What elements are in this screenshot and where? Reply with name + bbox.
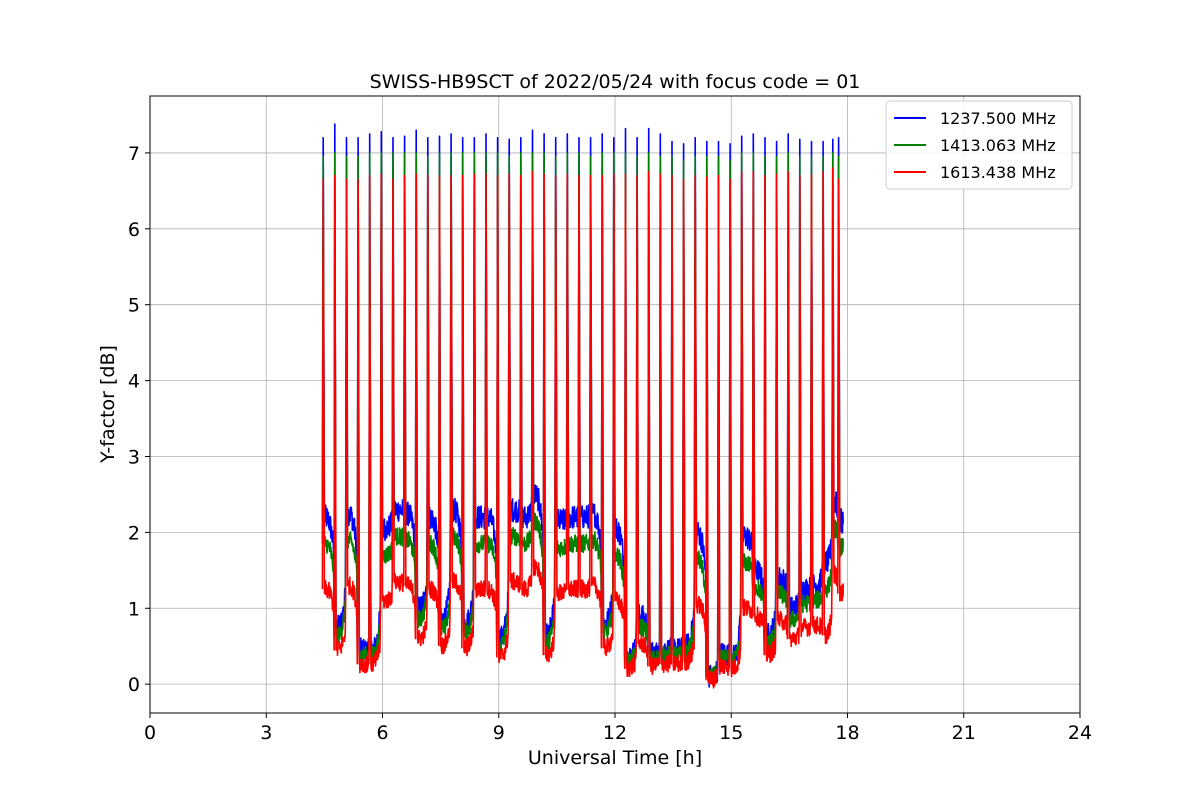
legend: 1237.500 MHz 1413.063 MHz 1613.438 MHz (885, 100, 1073, 190)
legend-label-1413-mhz: 1413.063 MHz (940, 136, 1056, 155)
legend-box (885, 100, 1073, 190)
chart-title: SWISS-HB9SCT of 2022/05/24 with focus co… (370, 71, 861, 93)
y-tick-label: 7 (128, 143, 140, 165)
x-tick-label: 9 (493, 722, 505, 744)
x-tick-label: 3 (260, 722, 272, 744)
x-tick-label: 12 (603, 722, 627, 744)
x-tick-label: 6 (376, 722, 388, 744)
y-tick-label: 2 (128, 522, 140, 544)
y-tick-label: 0 (128, 674, 140, 696)
series-group (321, 123, 844, 689)
x-tick-label: 0 (144, 722, 156, 744)
y-tick-label: 3 (128, 446, 140, 468)
y-tick-label: 5 (128, 295, 140, 317)
x-tick-label: 18 (835, 722, 859, 744)
series-line-1613-mhz (321, 167, 844, 689)
legend-label-1237-mhz: 1237.500 MHz (940, 109, 1056, 128)
y-tick-label: 1 (128, 598, 140, 620)
x-tick-label: 24 (1068, 722, 1092, 744)
y-tick-label: 4 (128, 371, 140, 393)
legend-label-1613-mhz: 1613.438 MHz (940, 163, 1056, 182)
y-tick-label: 6 (128, 219, 140, 241)
y-axis-label: Y-factor [dB] (97, 345, 119, 464)
x-tick-label: 15 (719, 722, 743, 744)
x-axis-label: Universal Time [h] (528, 747, 702, 769)
x-tick-label: 21 (952, 722, 976, 744)
